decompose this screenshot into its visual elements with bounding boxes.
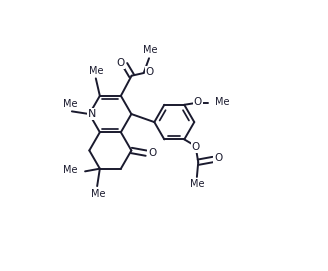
Text: O: O: [194, 97, 202, 107]
Text: N: N: [88, 109, 96, 119]
Text: Me: Me: [63, 99, 78, 109]
Text: Me: Me: [63, 165, 77, 175]
Text: Me: Me: [91, 189, 106, 199]
Text: O: O: [192, 142, 200, 152]
Text: Me: Me: [215, 97, 229, 107]
Text: Me: Me: [143, 45, 158, 55]
Text: O: O: [116, 58, 124, 68]
Text: Me: Me: [89, 66, 103, 76]
Text: Me: Me: [190, 179, 204, 189]
Text: O: O: [148, 148, 156, 158]
Text: O: O: [145, 67, 154, 77]
Text: O: O: [214, 153, 222, 163]
